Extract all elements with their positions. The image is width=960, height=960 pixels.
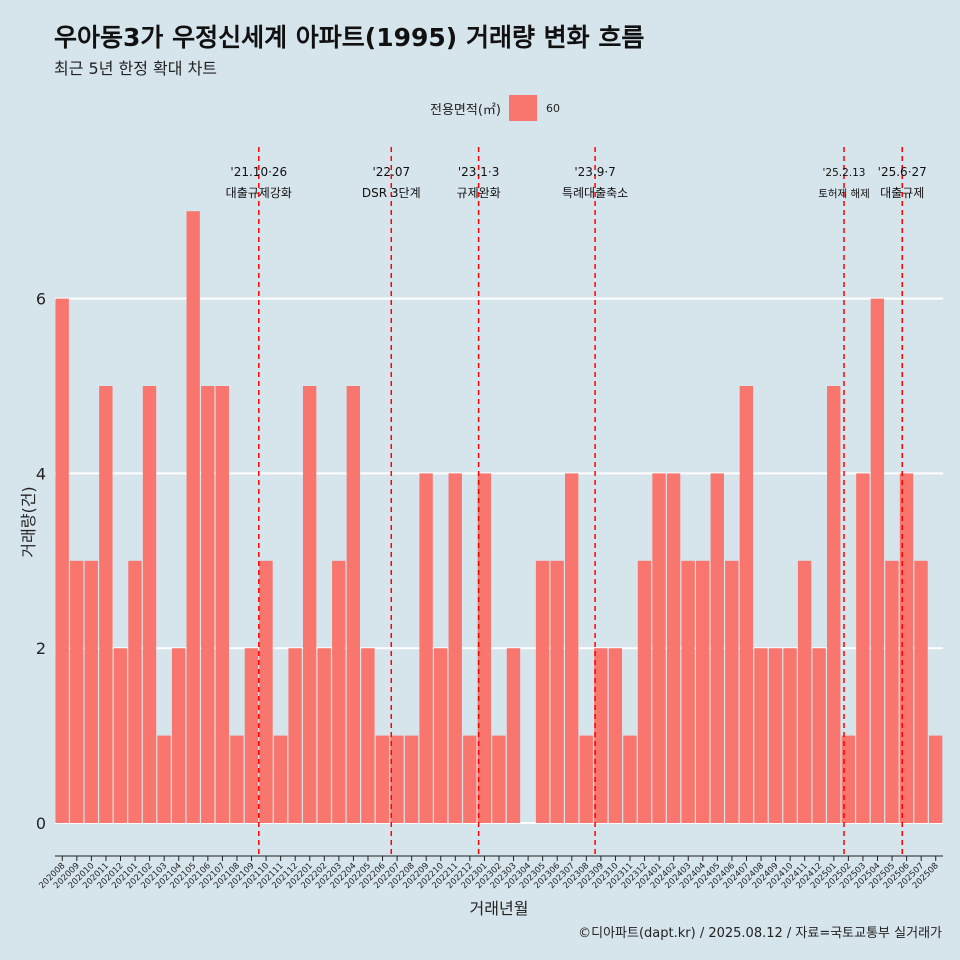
bar-202105 [186, 211, 200, 823]
bar-202111 [273, 735, 288, 823]
bar-202411 [797, 560, 812, 823]
event-name-label: DSR 3단계 [362, 186, 421, 200]
bar-202309 [594, 648, 608, 823]
bar-202402 [666, 473, 681, 823]
event-date-label: '25.2.13 [823, 167, 866, 179]
bar-202508 [928, 735, 943, 823]
bar-202201 [302, 386, 317, 823]
y-tick-label: 6 [36, 290, 46, 309]
bar-202012 [113, 648, 128, 823]
bar-202011 [99, 386, 113, 823]
bar-202302 [492, 735, 506, 823]
x-axis-title: 거래년월 [470, 899, 529, 918]
bar-202104 [171, 648, 186, 823]
bar-202502 [841, 735, 855, 823]
bar-202202 [317, 648, 331, 823]
event-date-label: '22.07 [372, 165, 410, 179]
bar-202207 [390, 735, 404, 823]
y-tick-label: 4 [36, 464, 46, 483]
bar-202505 [885, 560, 899, 823]
bar-202307 [565, 473, 579, 823]
chart-subtitle: 최근 5년 한정 확대 차트 [54, 59, 218, 78]
bar-202303 [506, 648, 521, 823]
bar-202311 [623, 735, 637, 823]
bar-202504 [870, 298, 885, 824]
bar-202103 [157, 735, 171, 823]
bar-202308 [579, 735, 593, 823]
bar-202212 [463, 735, 477, 823]
bar-202108 [230, 735, 244, 823]
legend-swatch [508, 95, 537, 121]
bar-202507 [914, 560, 928, 823]
legend-title: 전용면적(㎡) [430, 102, 501, 118]
bar-202310 [608, 648, 623, 823]
bar-202204 [346, 386, 361, 823]
bar-202409 [768, 648, 783, 823]
bar-202112 [288, 648, 302, 823]
bar-202405 [710, 473, 724, 823]
bar-202010 [84, 560, 98, 823]
event-name-label: 규제완화 [457, 186, 501, 200]
y-tick-label: 0 [36, 814, 46, 833]
bar-202205 [361, 648, 375, 823]
bar-202506 [899, 473, 914, 823]
event-name-label: 대출규제 [880, 186, 924, 200]
bar-202306 [550, 560, 564, 823]
chart-title: 우아동3가 우정신세계 아파트(1995) 거래량 변화 흐름 [54, 23, 645, 52]
y-tick-label: 2 [36, 639, 46, 658]
bar-202312 [637, 560, 652, 823]
bar-202401 [652, 473, 666, 823]
bar-202109 [244, 648, 259, 823]
bar-202203 [332, 560, 346, 823]
bar-202211 [448, 473, 462, 823]
bar-202301 [477, 473, 492, 823]
y-axis-title: 거래량(건) [19, 486, 38, 557]
bar-202410 [783, 648, 797, 823]
bar-202107 [215, 386, 229, 823]
event-name-label: 토허제 해제 [818, 187, 870, 200]
bar-202102 [142, 386, 157, 823]
source-caption: ©디아파트(dapt.kr) / 2025.08.12 / 자료=국토교통부 실… [578, 926, 942, 941]
event-date-label: '23.9·7 [574, 165, 615, 179]
event-name-label: 특례대출축소 [562, 186, 628, 200]
bar-202501 [827, 386, 841, 823]
bar-202407 [739, 386, 754, 823]
bar-202404 [696, 560, 710, 823]
bar-202412 [812, 648, 826, 823]
legend: 전용면적(㎡) 60 [430, 94, 560, 122]
event-date-label: '21.10·26 [230, 165, 287, 179]
bar-202403 [681, 560, 695, 823]
event-date-label: '23.1·3 [458, 165, 499, 179]
bar-202110 [259, 560, 273, 823]
bar-202209 [419, 473, 433, 823]
bar-202208 [404, 735, 419, 823]
bar-202406 [725, 560, 739, 823]
bar-202008 [55, 298, 69, 824]
bar-202503 [856, 473, 870, 823]
bar-202009 [70, 560, 84, 823]
bar-202305 [535, 560, 550, 823]
event-date-label: '25.6·27 [878, 165, 927, 179]
event-name-label: 대출규제강화 [226, 186, 292, 200]
bar-202210 [433, 648, 448, 823]
bar-202206 [375, 735, 390, 823]
bar-202106 [201, 386, 215, 823]
legend-item-label: 60 [545, 101, 560, 115]
bar-202101 [128, 560, 142, 823]
bar-202408 [754, 648, 768, 823]
